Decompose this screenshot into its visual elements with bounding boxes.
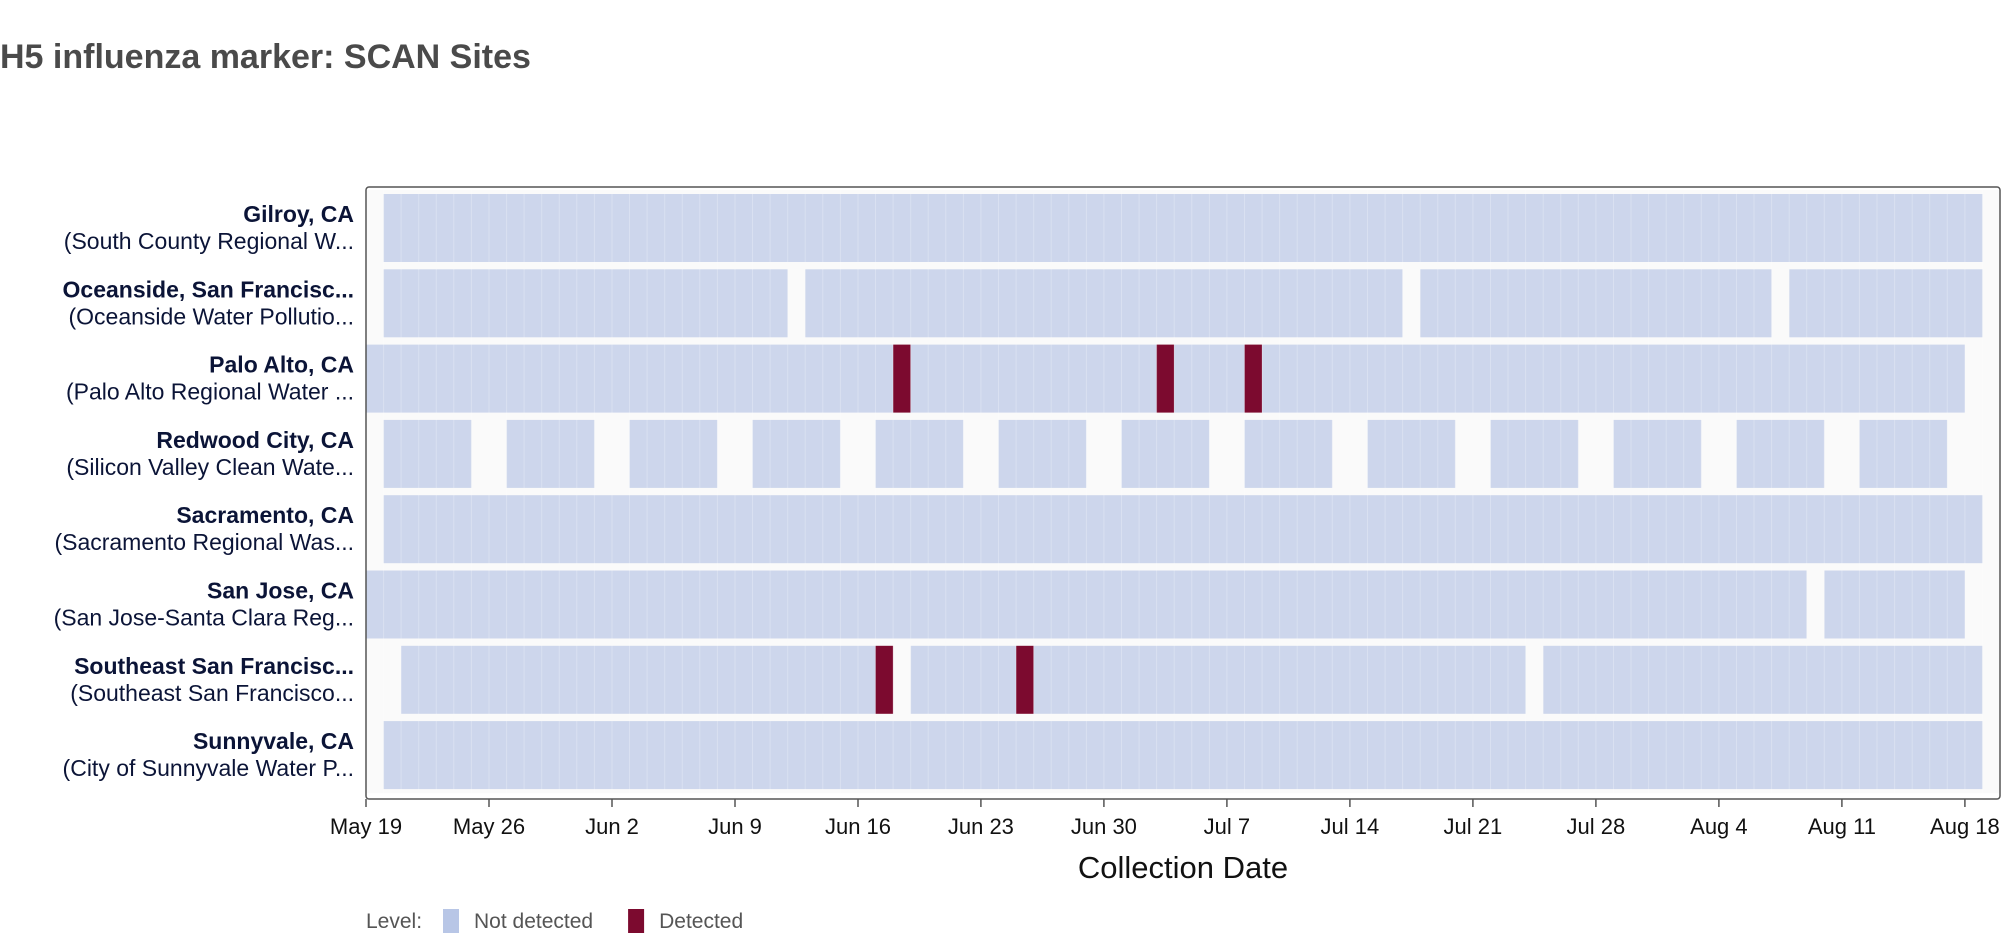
x-tick-label: Jun 9 (708, 814, 762, 839)
detected-cell (1016, 645, 1034, 714)
not-detected-cell (629, 419, 718, 488)
not-detected-cell (383, 419, 472, 488)
x-axis-title: Collection Date (1078, 850, 1288, 885)
site-plant-label: (Southeast San Francisco... (70, 680, 354, 706)
not-detected-cell (1244, 419, 1333, 488)
x-tick-label: Jul 21 (1444, 814, 1503, 839)
not-detected-cell (1420, 269, 1772, 338)
site-plant-label: (Sacramento Regional Was... (54, 529, 354, 555)
site-plant-label: (South County Regional W... (64, 228, 354, 254)
x-tick-label: Jul 14 (1321, 814, 1380, 839)
x-tick-label: Aug 11 (1808, 814, 1876, 839)
site-name-label: Redwood City, CA (156, 427, 354, 453)
detected-cell (1244, 344, 1263, 413)
legend-swatch (628, 909, 645, 933)
not-detected-cell (383, 194, 1983, 262)
not-detected-cell (366, 344, 894, 413)
not-detected-cell (383, 495, 1983, 564)
legend: Level: Not detected Detected (366, 909, 743, 933)
site-name-label: San Jose, CA (207, 578, 354, 604)
not-detected-cell (1033, 645, 1526, 714)
site-plant-label: (Palo Alto Regional Water ... (66, 379, 354, 405)
not-detected-cell (1613, 419, 1702, 488)
not-detected-cell (1490, 419, 1579, 488)
detected-cell (1156, 344, 1175, 413)
legend-swatch (443, 909, 459, 933)
not-detected-cell (1543, 645, 1983, 714)
site-plant-label: (City of Sunnyvale Water P... (63, 755, 354, 781)
site-plant-label: (Oceanside Water Pollutio... (69, 303, 355, 329)
not-detected-cell (1824, 570, 1965, 639)
site-name-label: Oceanside, San Francisc... (63, 276, 354, 302)
not-detected-cell (752, 419, 841, 488)
not-detected-cell (1736, 419, 1825, 488)
site-name-label: Palo Alto, CA (209, 352, 354, 378)
not-detected-cell (506, 419, 595, 488)
not-detected-cell (383, 269, 788, 338)
site-plant-label: (Silicon Valley Clean Wate... (66, 454, 354, 480)
not-detected-cell (1367, 419, 1456, 488)
not-detected-cell (1789, 269, 1983, 338)
not-detected-cell (1262, 344, 1965, 413)
not-detected-cell (910, 645, 1017, 714)
site-plant-label: (San Jose-Santa Clara Reg... (54, 605, 354, 631)
chart-title: H5 influenza marker: SCAN Sites (0, 38, 531, 76)
site-name-label: Sacramento, CA (176, 502, 354, 528)
not-detected-cell (805, 269, 1403, 338)
not-detected-cell (383, 721, 1983, 790)
x-tick-label: Jun 16 (825, 814, 891, 839)
x-tick-label: Jun 30 (1071, 814, 1137, 839)
not-detected-cell (1174, 344, 1245, 413)
legend-label: Not detected (474, 910, 593, 933)
x-tick-label: Jul 28 (1567, 814, 1626, 839)
x-tick-label: Jun 23 (948, 814, 1014, 839)
sample-cells (366, 190, 2001, 796)
site-name-label: Sunnyvale, CA (193, 728, 354, 754)
x-tick-label: May 26 (453, 814, 525, 839)
x-tick-label: Jun 2 (585, 814, 639, 839)
x-tick-label: Aug 18 (1930, 814, 2000, 839)
x-tick-label: May 19 (330, 814, 402, 839)
plot-frame (365, 186, 2001, 800)
detected-cell (893, 344, 911, 413)
not-detected-cell (998, 419, 1087, 488)
site-name-label: Southeast San Francisc... (74, 653, 354, 679)
legend-title: Level: (366, 910, 422, 933)
site-name-label: Gilroy, CA (243, 201, 354, 227)
site-labels: Gilroy, CA(South County Regional W... Oce… (54, 201, 354, 781)
not-detected-cell (366, 570, 1807, 639)
x-tick-label: Aug 4 (1690, 814, 1748, 839)
not-detected-cell (401, 645, 876, 714)
not-detected-cell (1121, 419, 1210, 488)
x-tick-label: Jul 7 (1204, 814, 1250, 839)
detected-cell (875, 645, 894, 714)
not-detected-cell (910, 344, 1157, 413)
legend-label: Detected (659, 910, 743, 933)
x-axis: May 19 May 26 Jun 2 Jun 9 Jun 16 Jun 23 Jun 30… (330, 799, 2000, 839)
not-detected-cell (1859, 419, 1948, 488)
not-detected-cell (875, 419, 964, 488)
